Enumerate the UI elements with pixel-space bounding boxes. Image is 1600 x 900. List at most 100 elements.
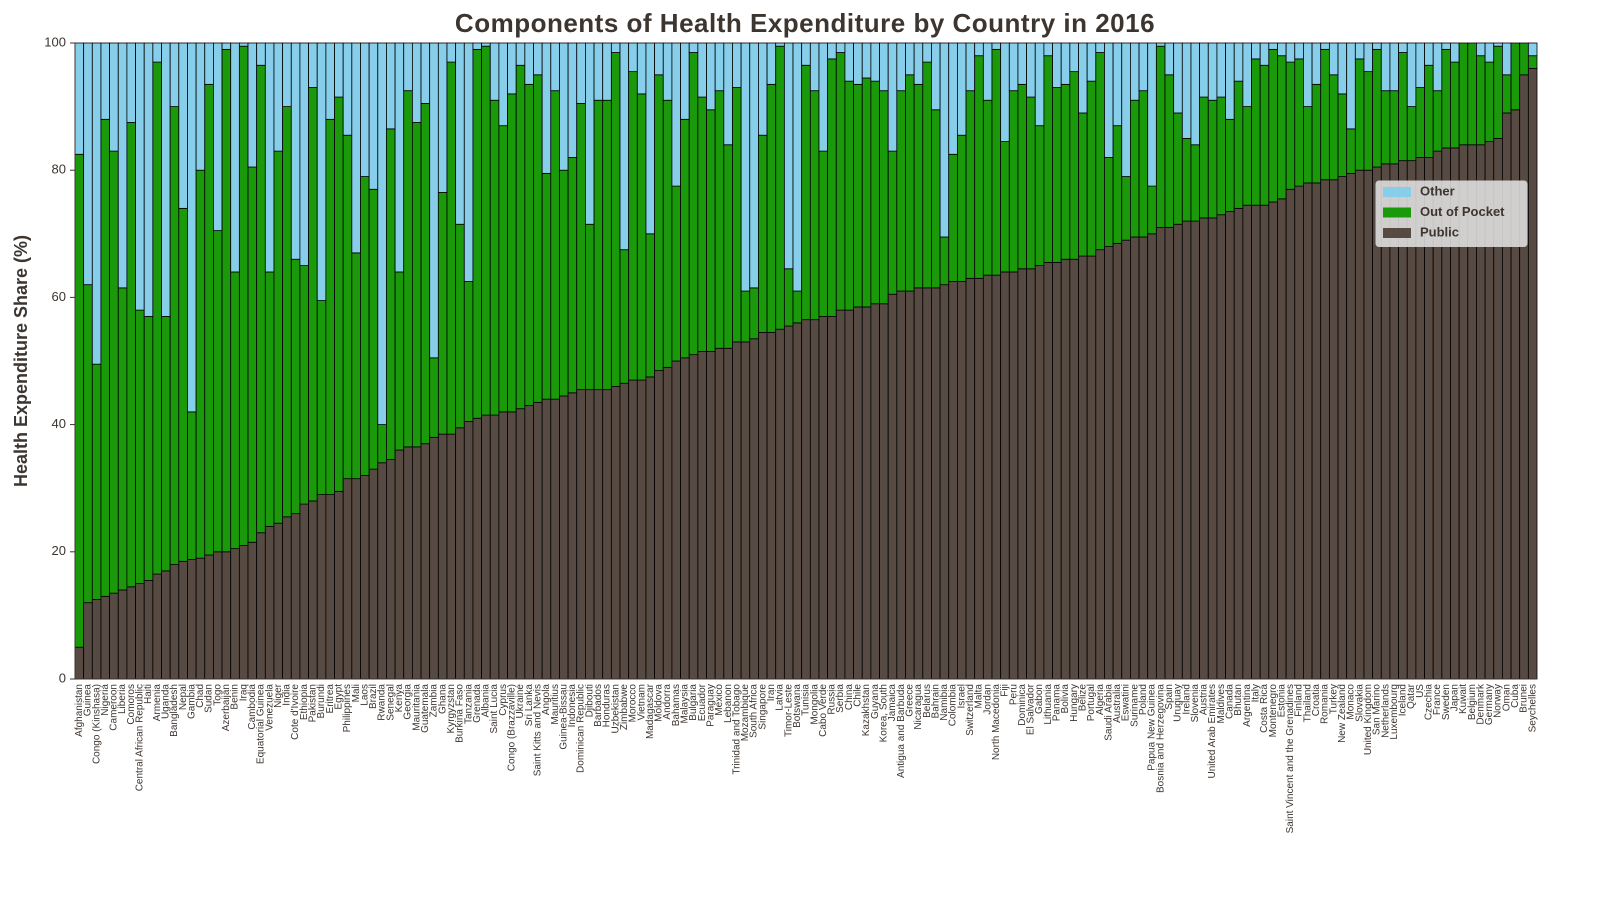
bar-segment bbox=[783, 325, 794, 680]
x-tick-label: Laos bbox=[359, 684, 370, 706]
bar-segment bbox=[1095, 249, 1105, 680]
x-tick-label: Malta bbox=[974, 684, 985, 709]
bar-segment bbox=[1259, 64, 1270, 206]
bar-segment bbox=[818, 316, 829, 680]
legend-box bbox=[1375, 180, 1528, 247]
bar-segment bbox=[1493, 45, 1503, 139]
bar-segment bbox=[965, 90, 976, 279]
bar-segment bbox=[1034, 42, 1045, 127]
bar-segment bbox=[706, 42, 716, 111]
bar-segment bbox=[636, 93, 647, 381]
bar-segment bbox=[1008, 271, 1019, 680]
bar-segment bbox=[844, 42, 854, 82]
x-tick-label: Nigeria bbox=[100, 684, 111, 716]
bar-segment bbox=[204, 554, 214, 680]
bar-segment bbox=[740, 42, 751, 292]
bar-segment bbox=[230, 42, 240, 273]
bar-segment bbox=[541, 398, 552, 680]
x-tick-label: Jamaica bbox=[887, 684, 898, 722]
x-tick-label: Guinea bbox=[83, 684, 94, 717]
bar-segment bbox=[1078, 42, 1088, 114]
x-tick-label: Singapore bbox=[757, 684, 768, 730]
bar-segment bbox=[325, 494, 335, 680]
bar-segment bbox=[1337, 42, 1348, 95]
bar-segment bbox=[1181, 137, 1192, 222]
bar-segment bbox=[792, 322, 803, 680]
bar-segment bbox=[913, 83, 924, 289]
bar-segment bbox=[1398, 42, 1408, 53]
bar-segment bbox=[360, 475, 370, 680]
bar-segment bbox=[1017, 268, 1027, 680]
x-tick-label: Tunisia bbox=[801, 684, 812, 716]
bar-segment bbox=[1000, 271, 1010, 680]
bar-segment bbox=[1017, 83, 1027, 270]
bar-segment bbox=[463, 42, 474, 282]
bar-segment bbox=[1000, 141, 1010, 273]
bar-segment bbox=[83, 284, 93, 604]
bar-segment bbox=[91, 599, 102, 680]
bar-segment bbox=[1060, 258, 1071, 680]
x-tick-label: Senegal bbox=[385, 684, 396, 721]
bar-segment bbox=[126, 42, 136, 123]
bar-segment bbox=[109, 592, 119, 680]
bar-segment bbox=[1147, 42, 1157, 187]
bar-segment bbox=[290, 42, 301, 260]
bar-segment bbox=[1441, 42, 1451, 50]
x-tick-label: Malaysia bbox=[680, 684, 691, 724]
bar-segment bbox=[161, 316, 171, 572]
bar-segment bbox=[152, 61, 162, 575]
x-tick-label: Czechia bbox=[1424, 684, 1435, 721]
bar-segment bbox=[576, 42, 586, 104]
x-tick-label: Italy bbox=[1250, 684, 1261, 702]
bar-segment bbox=[489, 414, 500, 680]
bar-segment bbox=[1026, 96, 1036, 270]
bar-segment bbox=[420, 443, 431, 680]
x-tick-label: North Macedonia bbox=[991, 684, 1002, 761]
bar-segment bbox=[1155, 42, 1166, 47]
bar-segment bbox=[965, 277, 976, 680]
bar-segment bbox=[247, 42, 258, 168]
bar-segment bbox=[334, 96, 344, 492]
bar-segment bbox=[1519, 42, 1529, 76]
bar-segment bbox=[204, 83, 214, 556]
bar-segment bbox=[187, 42, 197, 413]
bar-segment bbox=[1527, 68, 1538, 680]
bar-segment bbox=[394, 271, 405, 451]
bar-segment bbox=[126, 122, 136, 588]
x-tick-label: Bahrain bbox=[930, 684, 941, 718]
x-tick-label: Mauritius bbox=[550, 684, 561, 725]
x-tick-label: Sweden bbox=[1441, 684, 1452, 720]
bar-segment bbox=[178, 42, 188, 209]
x-tick-label: Zimbabwe bbox=[619, 684, 630, 731]
bar-segment bbox=[1225, 211, 1235, 680]
bar-segment bbox=[965, 42, 976, 92]
bar-segment bbox=[844, 80, 854, 311]
x-tick-label: Maldives bbox=[1216, 684, 1227, 723]
x-tick-label: Hungary bbox=[1069, 684, 1080, 722]
bar-segment bbox=[931, 287, 941, 680]
bar-segment bbox=[541, 42, 552, 174]
bar-segment bbox=[1069, 258, 1079, 680]
x-tick-label: New Zealand bbox=[1337, 684, 1348, 743]
bar-segment bbox=[1441, 48, 1451, 149]
x-tick-label: Kyrgyzstan bbox=[446, 684, 457, 733]
bar-segment bbox=[1078, 112, 1088, 257]
x-tick-label: Uganda bbox=[160, 684, 171, 719]
bar-segment bbox=[1277, 198, 1287, 680]
bar-segment bbox=[1398, 52, 1408, 162]
bar-segment bbox=[1173, 223, 1183, 680]
bar-segment bbox=[1060, 83, 1071, 260]
x-tick-label: Latvia bbox=[775, 684, 786, 711]
bar-segment bbox=[974, 42, 984, 57]
bar-segment bbox=[524, 405, 534, 680]
bar-segment bbox=[1034, 125, 1045, 266]
bar-segment bbox=[437, 192, 448, 435]
bar-segment bbox=[308, 500, 318, 680]
bar-segment bbox=[1207, 42, 1218, 101]
bar-segment bbox=[117, 287, 128, 591]
bar-segment bbox=[1199, 96, 1209, 219]
x-tick-label: Cameroon bbox=[109, 684, 120, 731]
x-tick-label: Philippines bbox=[342, 684, 353, 732]
x-tick-label: Eritrea bbox=[325, 684, 336, 714]
bar-segment bbox=[1363, 42, 1374, 73]
